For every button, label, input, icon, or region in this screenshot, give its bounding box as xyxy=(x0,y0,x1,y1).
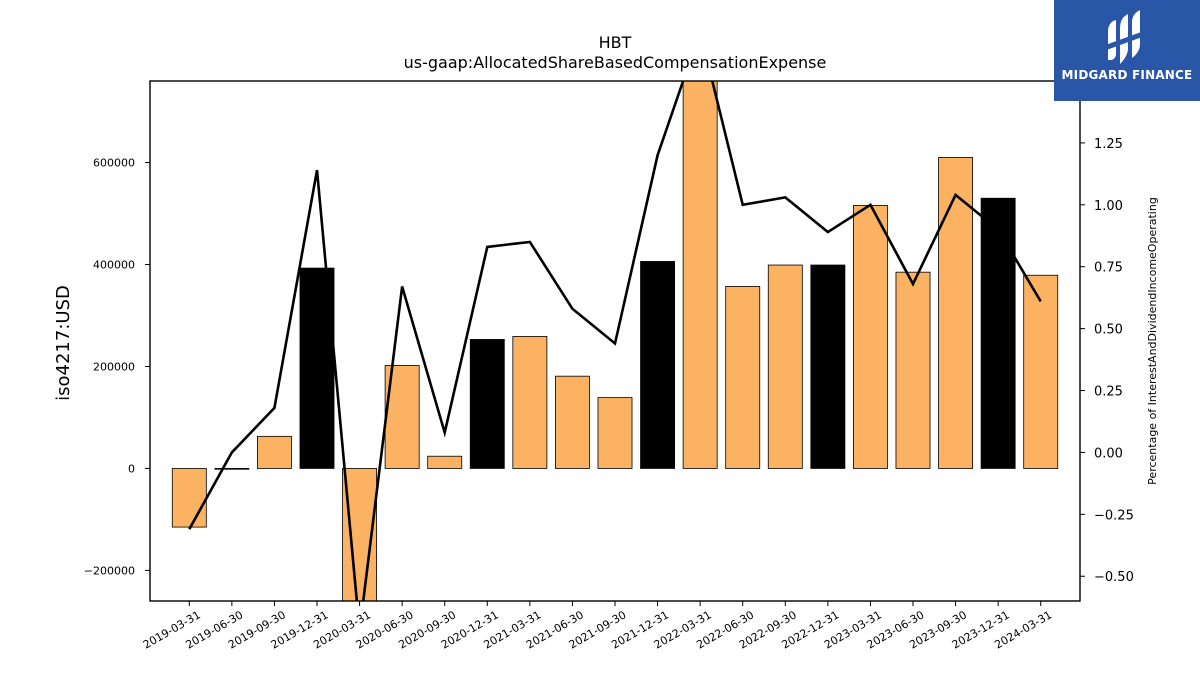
bar-2022-03-31 xyxy=(682,81,718,469)
bar-2021-09-30 xyxy=(597,397,633,469)
bar-2022-06-30 xyxy=(725,286,761,469)
brand-logo: MIDGARD FINANCE xyxy=(1054,0,1200,101)
y-tick-label: 600000 xyxy=(93,157,135,170)
axes-layer: −200000 0 200000 400000 600000 −0.50 −0.25 0.00… xyxy=(84,80,1134,652)
y-axis-label: iso4217:USD xyxy=(53,285,74,401)
y-tick-label: 0 xyxy=(128,462,135,475)
bar-2021-03-31 xyxy=(512,336,548,469)
y2-tick-label: 0.75 xyxy=(1094,261,1123,276)
y2-tick-label: −0.25 xyxy=(1094,508,1134,523)
bar-2024-03-31 xyxy=(1023,274,1059,469)
bar-2021-12-31 xyxy=(640,261,675,469)
bar-2020-12-31 xyxy=(469,339,505,469)
y2-tick-label: −0.50 xyxy=(1094,570,1134,585)
bar-2022-09-30 xyxy=(767,264,803,469)
bar-2023-09-30 xyxy=(938,157,973,469)
y2-tick-label: 0.25 xyxy=(1094,385,1123,400)
midgard-logo-icon xyxy=(1106,10,1144,64)
chart-subtitle: us-gaap:AllocatedShareBasedCompensationE… xyxy=(404,53,827,72)
bar-2023-06-30 xyxy=(895,271,931,469)
bar-2019-06-30 xyxy=(214,468,250,470)
bar-2023-12-31 xyxy=(980,197,1016,469)
bar-2022-12-31 xyxy=(810,264,846,469)
y-tick-label: −200000 xyxy=(84,564,135,577)
chart-title: HBT xyxy=(599,33,632,52)
line-layer xyxy=(188,81,1042,601)
y-tick-label: 400000 xyxy=(93,259,135,272)
y2-tick-label: 0.00 xyxy=(1094,446,1123,461)
bar-2020-03-31 xyxy=(342,468,378,601)
bar-2019-09-30 xyxy=(256,435,292,469)
bar-2020-09-30 xyxy=(427,455,463,469)
bar-2019-03-31 xyxy=(171,468,207,528)
y2-axis-label: Percentage of InterestAndDividendIncomeO… xyxy=(1146,197,1159,485)
y2-tick-label: 1.00 xyxy=(1094,199,1123,214)
y-tick-label: 200000 xyxy=(93,360,135,373)
y2-tick-label: 0.50 xyxy=(1094,323,1123,338)
bar-2023-03-31 xyxy=(853,204,888,469)
y2-tick-label: 1.25 xyxy=(1094,137,1123,152)
bar-2021-06-30 xyxy=(555,375,590,469)
brand-name: MIDGARD FINANCE xyxy=(1061,68,1193,82)
